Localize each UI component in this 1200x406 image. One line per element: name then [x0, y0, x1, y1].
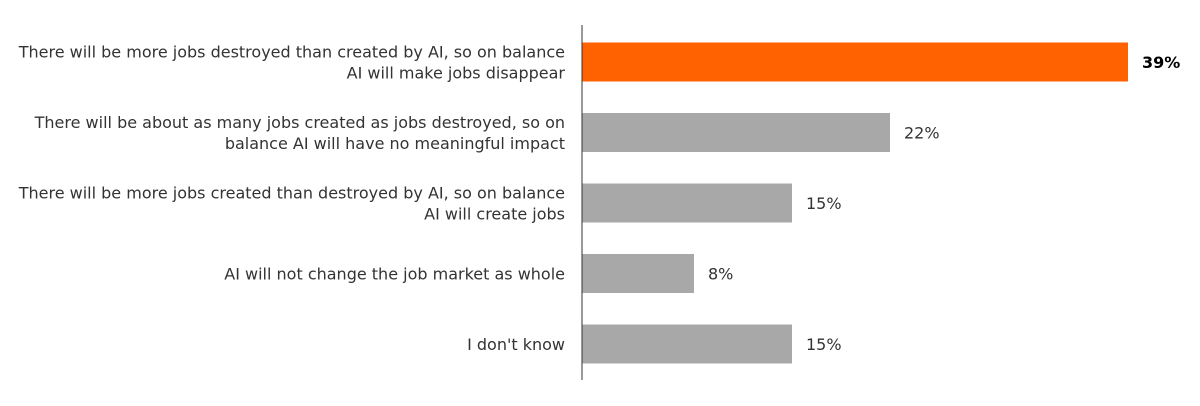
category-label-line: There will be more jobs destroyed than c…: [18, 43, 565, 62]
value-labels: 39% 22% 15% 8% 15%: [708, 53, 1180, 354]
category-label-line: There will be about as many jobs created…: [34, 113, 565, 132]
value-label-4: 15%: [806, 335, 842, 354]
category-label-0: There will be more jobs destroyed than c…: [18, 43, 566, 83]
bar-0: [582, 42, 1128, 82]
bar-1: [582, 113, 890, 152]
category-label-2: There will be more jobs created than des…: [18, 184, 565, 224]
bar-3: [582, 254, 694, 293]
value-label-2: 15%: [806, 194, 842, 213]
category-label-1: There will be about as many jobs created…: [34, 113, 565, 153]
category-label-4: I don't know: [467, 335, 565, 354]
bar-4: [582, 324, 792, 364]
bar-2: [582, 183, 792, 223]
value-label-3: 8%: [708, 265, 733, 284]
category-label-line: balance AI will have no meaningful impac…: [225, 134, 565, 153]
category-label-line: AI will create jobs: [424, 205, 565, 224]
category-label-3: AI will not change the job market as who…: [224, 265, 565, 284]
value-label-1: 22%: [904, 124, 940, 143]
category-label-line: There will be more jobs created than des…: [18, 184, 565, 203]
category-labels: There will be more jobs destroyed than c…: [18, 43, 566, 355]
bars: [582, 42, 1128, 364]
category-label-line: I don't know: [467, 335, 565, 354]
category-label-line: AI will make jobs disappear: [347, 64, 566, 83]
category-label-line: AI will not change the job market as who…: [224, 265, 565, 284]
value-label-0: 39%: [1142, 53, 1180, 72]
